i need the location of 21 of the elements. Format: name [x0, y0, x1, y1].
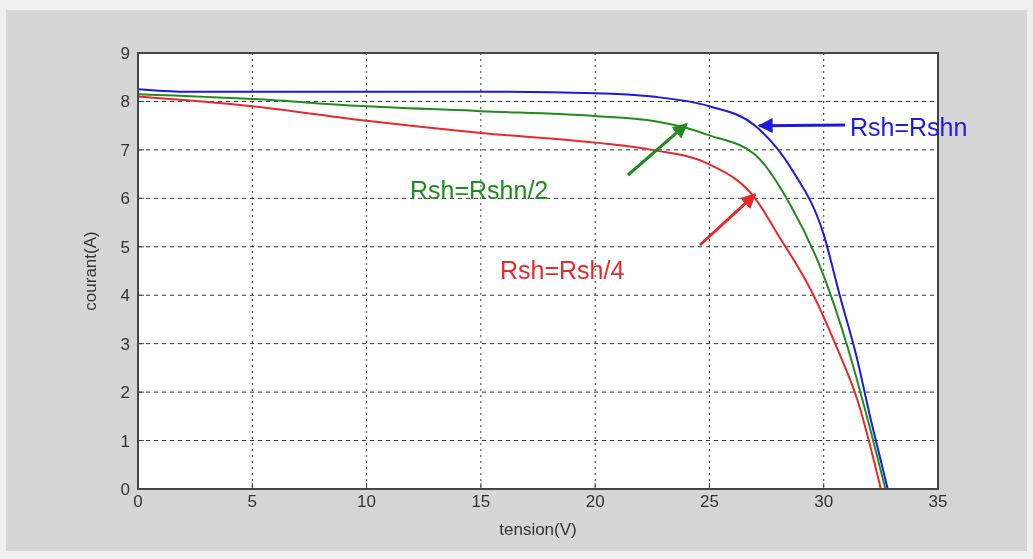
text: Rsh=Rsh/4 — [500, 255, 625, 284]
y-tick-label: 9 — [120, 43, 130, 63]
x-tick-label: 20 — [585, 492, 605, 511]
x-tick-label: 0 — [133, 492, 143, 511]
y-axis-title: courant(A) — [81, 231, 100, 311]
x-tick-label: 15 — [471, 492, 491, 511]
x-tick-label: 25 — [699, 492, 719, 511]
x-axis-title: tension(V) — [499, 520, 577, 539]
y-tick-label: 8 — [120, 92, 130, 112]
y-tick-label: 3 — [120, 334, 130, 354]
x-tick-label: 10 — [357, 492, 377, 511]
x-tick-label: 30 — [814, 492, 834, 511]
y-tick-label: 6 — [120, 189, 130, 209]
x-tick-label: 35 — [928, 492, 948, 511]
y-tick-label: 7 — [120, 140, 130, 160]
y-tick-label: 4 — [120, 286, 130, 306]
y-tick-label: 1 — [120, 431, 130, 451]
y-tick-label: 5 — [120, 237, 130, 257]
y-tick-label: 2 — [120, 383, 130, 403]
text: Rsh=Rshn/2 — [410, 175, 549, 204]
x-tick-label: 5 — [247, 492, 258, 511]
